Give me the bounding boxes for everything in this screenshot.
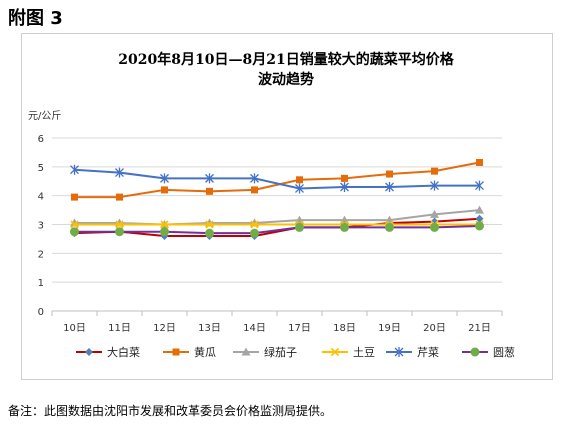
data-point <box>341 174 348 182</box>
data-point <box>340 182 349 193</box>
x-tick-label: 19日 <box>378 323 401 334</box>
data-point <box>430 180 439 191</box>
axes <box>51 310 503 316</box>
data-point <box>475 180 484 191</box>
chart-title-line1: 2020年8月10日—8月21日销量较大的蔬菜平均价格 <box>118 52 454 68</box>
data-point <box>340 222 349 232</box>
data-point <box>295 222 304 232</box>
legend-marker <box>394 347 404 357</box>
data-point <box>70 164 79 175</box>
data-point <box>430 209 439 218</box>
data-point <box>205 173 214 184</box>
chart-frame <box>21 33 553 380</box>
data-point <box>115 220 124 229</box>
data-point <box>115 167 124 178</box>
y-tick-label: 4 <box>38 192 44 203</box>
data-point <box>475 205 484 214</box>
legend-label: 芹菜 <box>417 346 439 359</box>
legend-marker <box>172 348 180 356</box>
series-1 <box>71 159 483 201</box>
data-point <box>430 222 439 232</box>
y-tick-label: 5 <box>38 163 44 174</box>
legend-label: 黄瓜 <box>194 345 216 359</box>
y-tick-label: 0 <box>38 307 44 318</box>
data-point <box>296 176 303 184</box>
legend-item: 土豆 <box>322 346 375 359</box>
x-tick-label: 21日 <box>468 323 491 334</box>
data-point <box>70 220 79 229</box>
legend-item: 大白菜 <box>76 345 140 359</box>
legend-item: 绿茄子 <box>233 345 297 359</box>
data-point <box>160 173 169 184</box>
data-point <box>116 193 123 201</box>
series-lines <box>70 159 484 241</box>
x-tick-label: 17日 <box>288 323 311 334</box>
data-point <box>385 182 394 193</box>
data-point <box>250 220 259 229</box>
series-line <box>74 168 480 190</box>
data-point <box>386 170 393 178</box>
legend-item: 圆葱 <box>462 346 515 359</box>
y-axis-label: 元/公斤 <box>28 110 61 122</box>
series-line <box>74 217 480 238</box>
legend-item: 黄瓜 <box>163 345 216 359</box>
data-point <box>251 186 258 194</box>
data-point <box>205 228 214 238</box>
x-tick-label: 10日 <box>63 323 86 334</box>
data-point <box>431 167 438 175</box>
data-point <box>206 187 213 195</box>
chart-title: 2020年8月10日—8月21日销量较大的蔬菜平均价格 波动趋势 <box>21 50 551 90</box>
y-tick-label: 3 <box>38 221 44 232</box>
x-tick-label: 14日 <box>243 323 266 334</box>
data-point <box>475 221 484 231</box>
data-point <box>475 214 484 223</box>
series-line <box>74 224 480 235</box>
data-point <box>115 227 124 237</box>
x-tick-label: 13日 <box>198 323 221 334</box>
data-point <box>160 220 169 229</box>
legend-label: 绿茄子 <box>264 345 297 359</box>
series-5 <box>70 221 484 238</box>
footnote: 备注：此图数据由沈阳市发展和改革委员会价格监测局提供。 <box>8 404 333 418</box>
x-tick-label: 12日 <box>153 323 176 334</box>
data-point <box>71 193 78 201</box>
y-tick-labels: 0 1 2 3 4 5 6 <box>38 134 44 318</box>
y-tick-label: 2 <box>38 249 44 260</box>
legend-label: 大白菜 <box>107 345 140 359</box>
legend: 大白菜 黄瓜 绿茄子 土豆 芹菜 圆葱 <box>76 345 515 359</box>
x-tick-label: 11日 <box>108 323 131 334</box>
data-point <box>70 227 79 237</box>
y-tick-label: 6 <box>38 134 44 145</box>
y-tick-label: 1 <box>38 278 44 289</box>
data-point <box>250 173 259 184</box>
legend-marker <box>241 347 251 356</box>
data-point <box>295 183 304 194</box>
legend-marker <box>470 347 480 357</box>
data-point <box>205 220 214 229</box>
x-tick-label: 20日 <box>423 323 446 334</box>
chart-title-line2: 波动趋势 <box>258 72 314 88</box>
legend-label: 圆葱 <box>493 346 515 359</box>
data-point <box>160 227 169 237</box>
series-line <box>74 161 480 199</box>
x-tick-labels: 10日 11日 12日 13日 14日 17日 18日 19日 20日 21日 <box>63 323 491 334</box>
x-tick-label: 18日 <box>333 323 356 334</box>
series-4 <box>70 164 484 194</box>
legend-marker <box>330 347 340 357</box>
figure-label: 附图 3 <box>8 8 63 29</box>
data-point <box>250 228 259 238</box>
legend-item: 芹菜 <box>386 346 439 359</box>
data-point <box>385 222 394 232</box>
legend-label: 土豆 <box>353 346 375 359</box>
data-point <box>161 186 168 194</box>
legend-marker <box>85 348 93 356</box>
data-point <box>476 159 483 167</box>
